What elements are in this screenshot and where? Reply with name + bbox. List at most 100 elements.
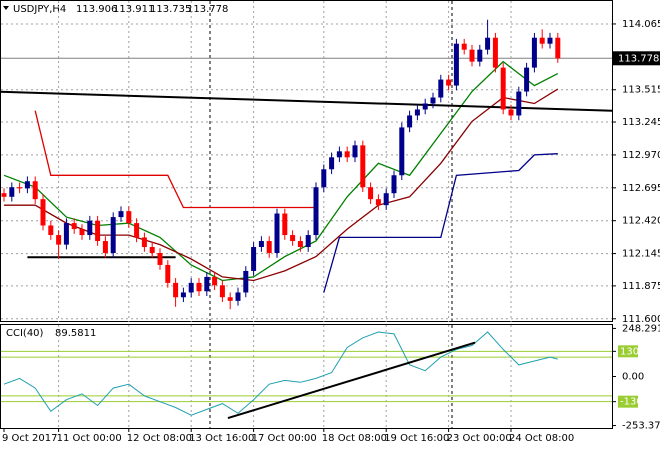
candle-body	[134, 223, 140, 238]
cci-trendline	[227, 341, 476, 420]
indicator-line	[0, 90, 613, 112]
indicator-line	[323, 153, 558, 293]
candle-body	[368, 187, 374, 200]
candle-body	[414, 109, 420, 116]
y-tick-label: 111.600	[622, 314, 660, 325]
y-tick-label: 112.420	[622, 216, 660, 227]
cci-level-tag	[618, 345, 638, 358]
cci-current: 89.5811	[55, 328, 96, 339]
y-tick-label: 112.695	[622, 183, 660, 194]
candle-body	[282, 213, 288, 236]
candle-body	[375, 199, 381, 206]
candle-body	[266, 241, 272, 253]
cci-tick-label: -130	[620, 397, 643, 408]
candle-body	[453, 43, 459, 86]
candle-body	[188, 282, 194, 293]
candle-body	[297, 241, 303, 248]
cci-tick-label: 130	[620, 346, 639, 357]
candle-body	[274, 213, 280, 253]
x-tick-label: 12 Oct 08:00	[127, 433, 192, 444]
candle-body	[524, 67, 530, 92]
candle-body	[141, 237, 147, 248]
y-tick-label: 114.065	[622, 19, 660, 30]
x-tick-label: 18 Oct 08:00	[322, 433, 387, 444]
candle-body	[290, 235, 296, 242]
candle-body	[352, 145, 358, 158]
candle-body	[157, 252, 163, 265]
x-tick-label: 11 Oct 00:00	[57, 433, 122, 444]
candle-body	[165, 264, 171, 283]
candle-body	[407, 115, 413, 128]
candle-body	[48, 225, 54, 236]
candle-body	[531, 37, 537, 68]
cci-name: CCI(40)	[6, 328, 44, 339]
candle-body	[360, 145, 366, 188]
candle-body	[251, 247, 257, 271]
x-tick-label: 13 Oct 16:00	[189, 433, 254, 444]
candle-body	[508, 109, 514, 116]
candle-body	[212, 276, 218, 286]
candle-body	[383, 193, 389, 206]
last-price-label: 113.778	[618, 53, 659, 64]
candle-body	[63, 223, 69, 245]
x-tick-label: 24 Oct 08:00	[509, 433, 574, 444]
header-high: 113.911	[113, 4, 154, 15]
x-tick-label: 23 Oct 00:00	[447, 433, 512, 444]
candle-body	[438, 79, 444, 98]
cci-tick-label: 0.00	[622, 372, 644, 383]
y-tick-label: 113.515	[622, 85, 660, 96]
cci-tick-label: 248.291	[622, 323, 660, 334]
candle-body	[516, 91, 522, 116]
candle-body	[313, 187, 319, 236]
candle-body	[95, 220, 101, 242]
x-tick-label: 19 Oct 16:00	[384, 433, 449, 444]
candle-body	[477, 49, 483, 62]
cci-tick-label: -253.3728	[622, 421, 660, 432]
candle-body	[391, 175, 397, 194]
candle-body	[547, 37, 553, 44]
candle-body	[329, 157, 335, 170]
candle-body	[422, 103, 428, 110]
candle-body	[180, 292, 186, 298]
candle-body	[305, 235, 311, 248]
candle-body	[446, 79, 452, 86]
candle-body	[399, 127, 405, 176]
candle-body	[9, 187, 15, 197]
candle-body	[71, 223, 77, 230]
candle-body	[126, 211, 132, 224]
candle-body	[430, 97, 436, 104]
cci-level-tag	[618, 395, 638, 408]
candle-body	[555, 37, 561, 59]
candle-body	[110, 217, 116, 253]
candle-body	[461, 43, 467, 50]
candle-body	[79, 229, 85, 236]
candle-body	[17, 187, 23, 189]
header-low: 113.735	[150, 4, 191, 15]
candle-body	[204, 276, 210, 292]
candle-body	[24, 181, 30, 189]
candle-body	[321, 169, 327, 188]
candle-body	[196, 282, 202, 292]
candle-body	[32, 181, 38, 200]
candle-body	[258, 241, 264, 248]
candle-body	[149, 247, 155, 253]
candle-body	[344, 151, 350, 158]
candle-body	[336, 151, 342, 158]
last-price-tag	[613, 51, 660, 66]
candle-body	[87, 220, 93, 236]
candle-body	[469, 49, 475, 62]
candle-body	[219, 285, 225, 298]
y-tick-label: 113.245	[622, 117, 660, 128]
symbol: USDJPY,H4	[13, 4, 66, 15]
candle-body	[102, 241, 108, 253]
main-panel-frame	[0, 0, 613, 322]
candle-body	[56, 235, 62, 245]
header-close: 113.778	[187, 4, 228, 15]
candle-body	[173, 282, 179, 298]
header-open: 113.906	[76, 4, 117, 15]
collapse-arrow[interactable]	[3, 6, 9, 10]
candle-body	[243, 270, 249, 293]
candle-body	[40, 199, 46, 226]
